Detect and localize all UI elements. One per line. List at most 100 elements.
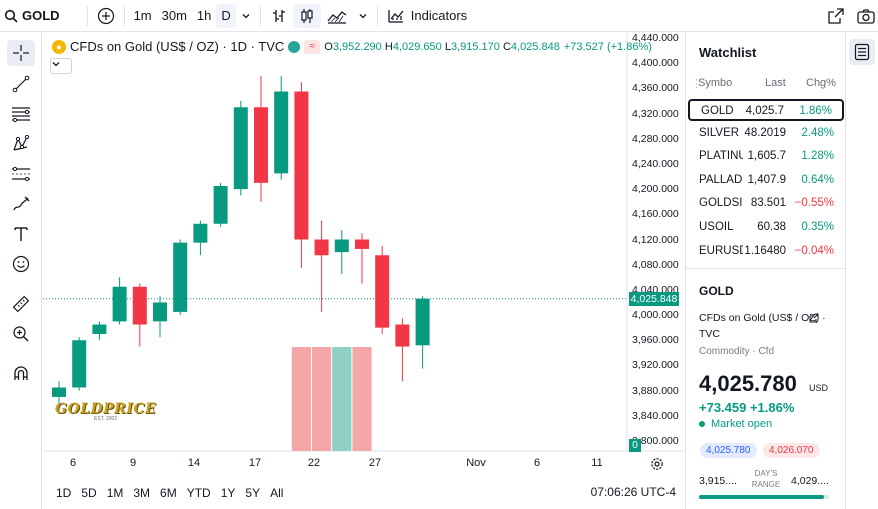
interval-30m[interactable]: 30m: [161, 8, 187, 23]
ask-price: 4,026.070: [763, 443, 820, 458]
candle-body: [415, 298, 430, 346]
zoom-tool[interactable]: [7, 321, 35, 347]
candles-icon: [301, 8, 313, 23]
range-5d[interactable]: 5D: [81, 485, 97, 500]
legend-low: 3,915.170: [450, 40, 500, 53]
fullscreen-button[interactable]: [822, 4, 850, 28]
pattern-tool[interactable]: [7, 131, 35, 157]
detail-price: 4,025.780: [699, 371, 797, 396]
goldprice-logo: GOLDPRICE EST. 2002: [55, 401, 156, 422]
range-6m[interactable]: 6M: [160, 485, 177, 500]
row-symbol: GOLDSILVER: [699, 197, 743, 210]
watchlist-row-platinum[interactable]: PLATINUM 1,605.7 1.28%: [688, 146, 844, 168]
text-icon: [14, 227, 28, 241]
watchlist-row-goldsilver[interactable]: GOLDSILVER 83.501 −0.55%: [688, 193, 844, 215]
chart-area[interactable]: ● CFDs on Gold (US$ / OZ) · 1D · TVC ≈ O…: [43, 32, 684, 509]
day-range-low: 3,915....: [699, 475, 737, 487]
candle-body: [314, 239, 329, 256]
interval-1h[interactable]: 1h: [196, 8, 212, 23]
fib-tool[interactable]: [7, 101, 35, 127]
magnet-tool[interactable]: [7, 361, 35, 387]
area-style-button[interactable]: [321, 4, 353, 28]
symbol-label: GOLD: [22, 8, 60, 23]
camera-icon: [857, 9, 875, 24]
divider: [376, 5, 378, 26]
watchlist-row-eurusd[interactable]: EURUSD 1.16480 −0.04%: [688, 241, 844, 263]
candle-body: [274, 91, 289, 174]
volume-bar: [332, 347, 352, 451]
clock[interactable]: 07:06:26 UTC-4: [590, 485, 676, 499]
legend-badge: ≈: [304, 39, 321, 54]
prediction-tool[interactable]: [7, 161, 35, 187]
range-3m[interactable]: 3M: [133, 485, 151, 500]
trend-line-tool[interactable]: [7, 71, 35, 97]
indicators-button[interactable]: Indicators: [382, 4, 472, 28]
logo-subtext: EST. 2002: [94, 416, 118, 422]
candle-body: [233, 107, 248, 190]
drag-handle-icon[interactable]: ⋮: [691, 78, 702, 90]
price-tick-label: 3,920.000: [632, 359, 679, 372]
candle-body: [173, 242, 188, 312]
crosshair-tool[interactable]: [7, 40, 35, 66]
range-ytd[interactable]: YTD: [186, 485, 211, 500]
bid-price: 4,025.780: [700, 443, 757, 458]
indicators-label: Indicators: [410, 8, 468, 23]
watchlist-row-silver[interactable]: SILVER 48.2019 2.48%: [688, 123, 844, 145]
open-external-icon: [809, 313, 819, 323]
measure-tool[interactable]: [7, 291, 35, 317]
brush-tool[interactable]: [7, 191, 35, 217]
range-1m[interactable]: 1M: [106, 485, 124, 500]
drawing-toolbar: [0, 33, 42, 509]
bar-style-button[interactable]: [265, 4, 293, 28]
symbol-search-button[interactable]: GOLD: [0, 4, 65, 28]
watchlist-toggle-button[interactable]: [849, 39, 875, 65]
legend-collapse-button[interactable]: [50, 58, 72, 74]
price-tick-label: 4,400.000: [632, 57, 679, 70]
legend-close: 4,025.848: [510, 40, 560, 53]
compare-symbol-button[interactable]: [92, 4, 120, 28]
detail-symbol[interactable]: GOLD: [699, 284, 734, 298]
col-symbol[interactable]: Symbo: [698, 77, 733, 89]
ruler-icon: [12, 295, 30, 313]
interval-d[interactable]: D: [216, 3, 236, 28]
row-last: 83.501: [750, 197, 786, 210]
candle-body: [355, 239, 369, 249]
emoji-tool[interactable]: [7, 251, 35, 277]
row-symbol: GOLD: [701, 105, 734, 117]
time-tick-label: 6: [69, 457, 77, 469]
watchlist-row-palladium[interactable]: PALLADIUM 1,407.9 0.64%: [688, 170, 844, 192]
range-1y[interactable]: 1Y: [220, 485, 236, 500]
candle-body: [294, 91, 309, 240]
range-1d[interactable]: 1D: [56, 485, 72, 500]
brush-icon: [13, 196, 30, 211]
candle-body: [334, 239, 349, 253]
price-tick-label: 3,960.000: [632, 334, 679, 347]
detail-name[interactable]: CFDs on Gold (US$ / OZ) · TVC: [699, 312, 826, 340]
time-tick-label: 14: [187, 457, 201, 469]
range-5y[interactable]: 5Y: [245, 485, 261, 500]
watchlist-row-usoil[interactable]: USOIL 60.38 0.35%: [688, 217, 844, 239]
price-chart[interactable]: [43, 33, 684, 509]
price-tick-label: 4,320.000: [632, 107, 679, 120]
chart-type-dropdown[interactable]: [353, 4, 373, 28]
row-last: 4,025.7: [745, 105, 784, 117]
col-chg[interactable]: Chg%: [806, 77, 836, 89]
candle-style-button[interactable]: [292, 3, 321, 28]
price-tick-label: 3,840.000: [632, 409, 679, 422]
interval-1m[interactable]: 1m: [133, 8, 152, 23]
row-last: 1.16480: [744, 244, 786, 257]
watchlist-row-gold[interactable]: GOLD 4,025.7 1.86%: [688, 99, 844, 121]
text-tool[interactable]: [7, 221, 35, 247]
snapshot-button[interactable]: [851, 4, 878, 28]
row-last: 48.2019: [744, 126, 786, 139]
legend-title: CFDs on Gold (US$ / OZ) · 1D · TVC: [70, 39, 285, 54]
price-tick-label: 4,240.000: [632, 157, 679, 170]
interval-dropdown[interactable]: [236, 4, 256, 28]
col-last[interactable]: Last: [765, 77, 786, 89]
time-tick-label: 11: [591, 457, 603, 469]
magnet-icon: [14, 366, 28, 380]
row-change: −0.04%: [794, 244, 834, 257]
price-tick-label: 4,080.000: [632, 258, 679, 271]
day-range-bar: [699, 495, 829, 499]
range-all[interactable]: All: [270, 485, 284, 500]
